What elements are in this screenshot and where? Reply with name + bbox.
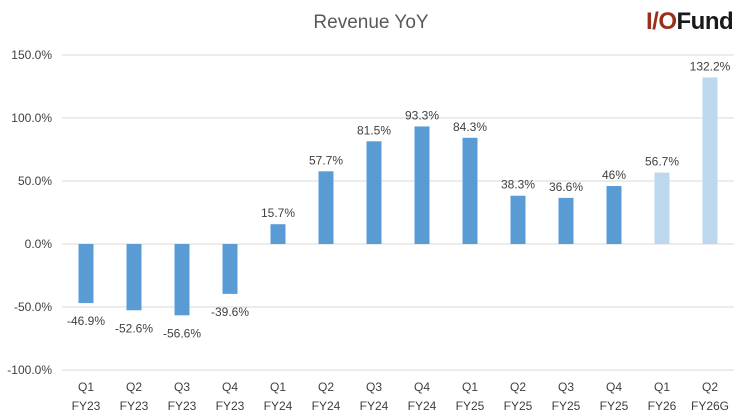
- x-tick-quarter: Q2: [126, 380, 142, 394]
- data-label: 84.3%: [453, 120, 487, 134]
- x-tick-year: FY25: [552, 399, 581, 413]
- data-label: 81.5%: [357, 123, 391, 137]
- x-tick-quarter: Q2: [702, 380, 718, 394]
- data-label: -46.9%: [67, 314, 105, 328]
- bar: [78, 244, 94, 304]
- data-label: 38.3%: [501, 178, 535, 192]
- bar: [606, 186, 622, 244]
- x-tick-quarter: Q3: [174, 380, 190, 394]
- x-tick-year: FY23: [72, 399, 101, 413]
- gridlines: [62, 54, 734, 371]
- x-tick-quarter: Q4: [414, 380, 430, 394]
- x-tick-quarter: Q4: [222, 380, 238, 394]
- x-tick-year: FY24: [408, 399, 437, 413]
- x-tick-year: FY25: [504, 399, 533, 413]
- bar: [462, 137, 478, 244]
- bar: [558, 197, 574, 244]
- x-tick-quarter: Q2: [318, 380, 334, 394]
- bar: [126, 244, 142, 311]
- bar: [222, 244, 238, 294]
- bar: [270, 224, 286, 244]
- x-tick-year: FY23: [216, 399, 245, 413]
- y-tick-label: -50.0%: [14, 300, 52, 314]
- data-labels: -46.9% -52.6% -56.6% -39.6% 15.7% 57.7% 81.5% 9…: [67, 59, 731, 340]
- data-label: 46%: [602, 168, 626, 182]
- x-tick-quarter: Q1: [462, 380, 478, 394]
- x-tick-quarter: Q1: [270, 380, 286, 394]
- data-label: -52.6%: [115, 321, 153, 335]
- chart-title: Revenue YoY: [313, 12, 428, 33]
- bar: [654, 172, 670, 244]
- data-label: -56.6%: [163, 326, 201, 340]
- y-axis-tick-labels: 150.0% 100.0% 50.0% 0.0% -50.0% -100.0%: [7, 48, 52, 377]
- data-label: 56.7%: [645, 155, 679, 169]
- data-label: 132.2%: [690, 59, 731, 73]
- bar: [174, 244, 190, 316]
- y-tick-label: 150.0%: [11, 48, 52, 62]
- bar: [414, 126, 430, 244]
- x-tick-year: FY24: [360, 399, 389, 413]
- data-label: 57.7%: [309, 153, 343, 167]
- x-tick-year: FY24: [312, 399, 341, 413]
- y-tick-label: 50.0%: [18, 174, 52, 188]
- x-tick-quarter: Q3: [366, 380, 382, 394]
- bar: [318, 171, 334, 244]
- data-label: 36.6%: [549, 180, 583, 194]
- logo-io: I/O: [646, 8, 677, 35]
- x-tick-year: FY25: [600, 399, 629, 413]
- y-tick-label: 0.0%: [25, 237, 53, 251]
- x-tick-year: FY26: [648, 399, 677, 413]
- logo-fund: Fund: [676, 8, 734, 35]
- x-tick-quarter: Q1: [654, 380, 670, 394]
- x-tick-year: FY26G: [691, 399, 729, 413]
- bar: [366, 141, 382, 244]
- x-tick-year: FY23: [168, 399, 197, 413]
- x-tick-year: FY24: [264, 399, 293, 413]
- data-label: 15.7%: [261, 206, 295, 220]
- io-fund-logo: I/OFund: [646, 8, 734, 36]
- y-tick-label: 100.0%: [11, 111, 52, 125]
- bar: [510, 195, 526, 244]
- x-tick-quarter: Q3: [558, 380, 574, 394]
- y-tick-label: -100.0%: [7, 363, 52, 377]
- x-tick-year: FY23: [120, 399, 149, 413]
- data-label: 93.3%: [405, 108, 439, 122]
- x-tick-quarter: Q2: [510, 380, 526, 394]
- bar: [702, 77, 718, 244]
- x-tick-year: FY25: [456, 399, 485, 413]
- x-axis-tick-labels: Q1 FY23 Q2 FY23 Q3 FY23 Q4 FY23 Q1 FY24 Q2 FY24 Q3 FY…: [72, 380, 729, 413]
- x-tick-quarter: Q1: [78, 380, 94, 394]
- bars: [78, 77, 718, 316]
- data-label: -39.6%: [211, 305, 249, 319]
- x-tick-quarter: Q4: [606, 380, 622, 394]
